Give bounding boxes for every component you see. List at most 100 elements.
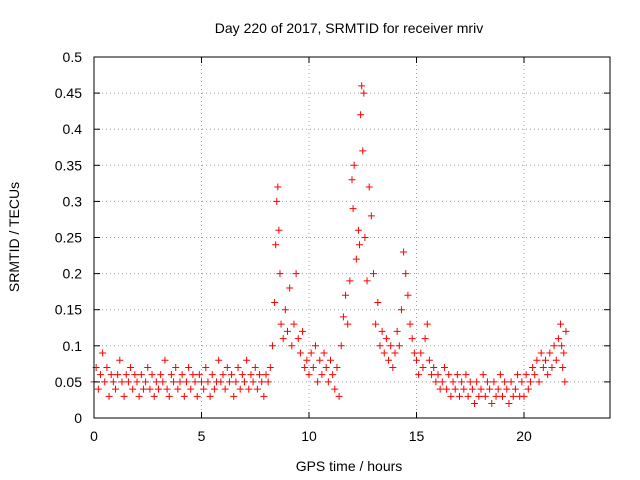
data-point bbox=[356, 241, 364, 249]
data-point bbox=[434, 371, 442, 379]
data-point bbox=[139, 385, 147, 393]
data-point bbox=[307, 349, 315, 357]
data-point bbox=[372, 320, 380, 328]
data-point bbox=[114, 371, 122, 379]
data-point bbox=[524, 385, 532, 393]
data-point bbox=[238, 371, 246, 379]
data-point bbox=[329, 371, 337, 379]
data-point bbox=[421, 335, 429, 343]
data-point bbox=[382, 335, 390, 343]
data-point bbox=[533, 356, 541, 364]
data-point bbox=[477, 385, 485, 393]
data-point bbox=[279, 335, 287, 343]
data-point bbox=[507, 378, 515, 386]
data-point bbox=[374, 298, 382, 306]
data-point bbox=[258, 378, 266, 386]
data-point bbox=[94, 385, 102, 393]
data-point bbox=[339, 313, 347, 321]
data-point bbox=[268, 342, 276, 350]
y-tick-label: 0.45 bbox=[55, 85, 82, 101]
data-point bbox=[251, 363, 259, 371]
data-point bbox=[546, 349, 554, 357]
data-point bbox=[249, 378, 257, 386]
data-point bbox=[496, 371, 504, 379]
data-point bbox=[492, 392, 500, 400]
data-point bbox=[103, 363, 111, 371]
data-point bbox=[419, 363, 427, 371]
data-point bbox=[327, 356, 334, 364]
data-point bbox=[558, 342, 566, 350]
data-point bbox=[208, 371, 216, 379]
data-point bbox=[135, 392, 143, 400]
data-point bbox=[367, 212, 375, 220]
data-point bbox=[522, 371, 530, 379]
data-point bbox=[404, 291, 412, 299]
data-point bbox=[488, 400, 496, 408]
data-point bbox=[348, 176, 356, 184]
data-point bbox=[150, 392, 158, 400]
y-tick-label: 0.35 bbox=[55, 157, 82, 173]
data-point bbox=[157, 371, 165, 379]
data-point bbox=[152, 378, 160, 386]
data-point bbox=[413, 356, 420, 364]
data-point bbox=[561, 378, 569, 386]
axis-ticks: 0 0.05 0.1 0.15 0.2 0.25 0.3 0.35 0.4 0.45 0.5 0 5 10… bbox=[55, 49, 610, 444]
data-point bbox=[232, 378, 240, 386]
data-point bbox=[228, 371, 236, 379]
data-point bbox=[458, 378, 466, 386]
data-point bbox=[272, 241, 280, 249]
data-point bbox=[501, 378, 509, 386]
data-point bbox=[360, 89, 368, 97]
data-point bbox=[464, 392, 472, 400]
data-point bbox=[219, 371, 227, 379]
data-point bbox=[503, 385, 511, 393]
data-point bbox=[243, 356, 251, 364]
data-point bbox=[415, 371, 423, 379]
data-point bbox=[105, 392, 113, 400]
data-point bbox=[451, 385, 459, 393]
data-point bbox=[331, 385, 339, 393]
y-tick-label: 0.15 bbox=[55, 302, 82, 318]
data-point bbox=[557, 320, 565, 328]
data-point bbox=[514, 371, 522, 379]
y-tick-label: 0.3 bbox=[63, 193, 83, 209]
data-point bbox=[499, 392, 506, 400]
data-point bbox=[408, 335, 416, 343]
data-point bbox=[445, 371, 453, 379]
data-point bbox=[299, 327, 307, 335]
data-point bbox=[247, 371, 255, 379]
data-point bbox=[241, 378, 248, 386]
data-point bbox=[178, 371, 186, 379]
data-point bbox=[359, 147, 367, 155]
data-point bbox=[275, 226, 283, 234]
data-point bbox=[223, 363, 231, 371]
data-point bbox=[529, 363, 537, 371]
data-point bbox=[253, 385, 261, 393]
data-point bbox=[189, 371, 197, 379]
data-point bbox=[245, 385, 253, 393]
data-point bbox=[167, 371, 175, 379]
data-point bbox=[391, 349, 399, 357]
data-point bbox=[262, 371, 270, 379]
data-point bbox=[193, 392, 201, 400]
data-point bbox=[129, 385, 137, 393]
data-point bbox=[276, 270, 284, 278]
data-point bbox=[354, 226, 362, 234]
x-tick-label: 5 bbox=[198, 428, 206, 444]
y-tick-label: 0.25 bbox=[55, 230, 82, 246]
data-point bbox=[146, 385, 154, 393]
data-point bbox=[288, 342, 296, 350]
data-point bbox=[352, 255, 360, 263]
data-point bbox=[101, 378, 109, 386]
data-point bbox=[453, 371, 461, 379]
data-point bbox=[494, 385, 502, 393]
data-point bbox=[124, 378, 132, 386]
data-point bbox=[531, 371, 539, 379]
data-point bbox=[475, 392, 483, 400]
data-point bbox=[206, 392, 214, 400]
data-point bbox=[204, 378, 212, 386]
data-point bbox=[400, 248, 408, 256]
data-point bbox=[389, 363, 397, 371]
data-point bbox=[449, 378, 457, 386]
